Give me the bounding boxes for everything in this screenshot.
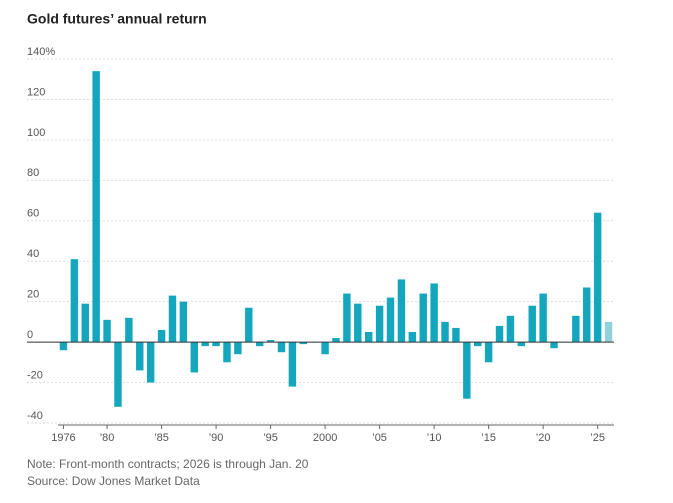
- bar: [136, 342, 144, 371]
- bar: [277, 342, 286, 353]
- bar: [212, 342, 220, 347]
- bar: [364, 331, 373, 343]
- bar: [299, 342, 308, 345]
- y-tick-label: -40: [27, 410, 43, 422]
- bar: [517, 342, 526, 347]
- bar: [506, 315, 515, 343]
- y-tick-label: 140%: [27, 46, 55, 58]
- bar: [59, 342, 68, 351]
- y-tick-label: 20: [27, 289, 39, 301]
- bar: [463, 342, 471, 399]
- y-tick-label: 80: [27, 167, 39, 179]
- bar: [70, 259, 79, 343]
- bar: [375, 305, 384, 343]
- bar: [484, 342, 493, 363]
- bar: [92, 71, 100, 343]
- bar: [397, 279, 406, 343]
- chart-note: Note: Front-month contracts; 2026 is thr…: [27, 457, 309, 471]
- y-tick-label: -20: [27, 369, 43, 381]
- x-tick-label: ’25: [590, 432, 605, 444]
- bar: [321, 342, 329, 355]
- y-tick-label: 100: [27, 127, 45, 139]
- x-tick-label: ’95: [263, 432, 278, 444]
- bar: [408, 331, 417, 343]
- x-tick-label: ’90: [209, 432, 224, 444]
- x-tick-label: ’85: [154, 432, 169, 444]
- bar: [474, 342, 482, 347]
- bar: [168, 295, 177, 343]
- chart-title: Gold futures’ annual return: [27, 11, 207, 27]
- bar: [495, 325, 504, 343]
- bar: [125, 317, 133, 343]
- x-tick-label: ’05: [372, 432, 387, 444]
- bar: [441, 321, 449, 343]
- bar: [81, 303, 89, 343]
- y-tick-label: 60: [27, 208, 39, 220]
- bar: [288, 342, 297, 387]
- x-tick-label: ’20: [536, 432, 551, 444]
- bar: [354, 303, 362, 343]
- y-tick-label: 120: [27, 86, 45, 98]
- bar: [190, 342, 198, 373]
- bar: [245, 307, 253, 343]
- bar: [593, 212, 602, 343]
- bar: [157, 329, 166, 343]
- bar: [343, 293, 351, 343]
- bar: [419, 293, 427, 343]
- bar: [452, 327, 460, 343]
- chart-source: Source: Dow Jones Market Data: [27, 474, 200, 488]
- bar: [146, 342, 155, 383]
- bar: [583, 287, 591, 343]
- bar: [332, 338, 340, 343]
- x-tick-label: ’15: [481, 432, 496, 444]
- bar: [223, 342, 231, 363]
- bar: [604, 321, 613, 343]
- bar: [255, 342, 264, 347]
- y-tick-label: 0: [27, 329, 33, 341]
- bar: [386, 297, 395, 343]
- bar: [550, 342, 558, 349]
- bar: [234, 342, 242, 355]
- bar: [430, 283, 438, 343]
- x-tick-label: 1976: [51, 432, 75, 444]
- bar: [539, 293, 547, 343]
- bar: [103, 319, 111, 343]
- x-tick-label: ’10: [427, 432, 442, 444]
- bar: [114, 342, 122, 407]
- x-tick-label: 2000: [313, 432, 337, 444]
- x-tick-label: ’80: [100, 432, 115, 444]
- bar: [179, 301, 188, 343]
- bar: [201, 342, 209, 347]
- y-tick-label: 40: [27, 248, 39, 260]
- bar: [528, 305, 536, 343]
- bar: [266, 340, 275, 343]
- bar: [572, 315, 580, 343]
